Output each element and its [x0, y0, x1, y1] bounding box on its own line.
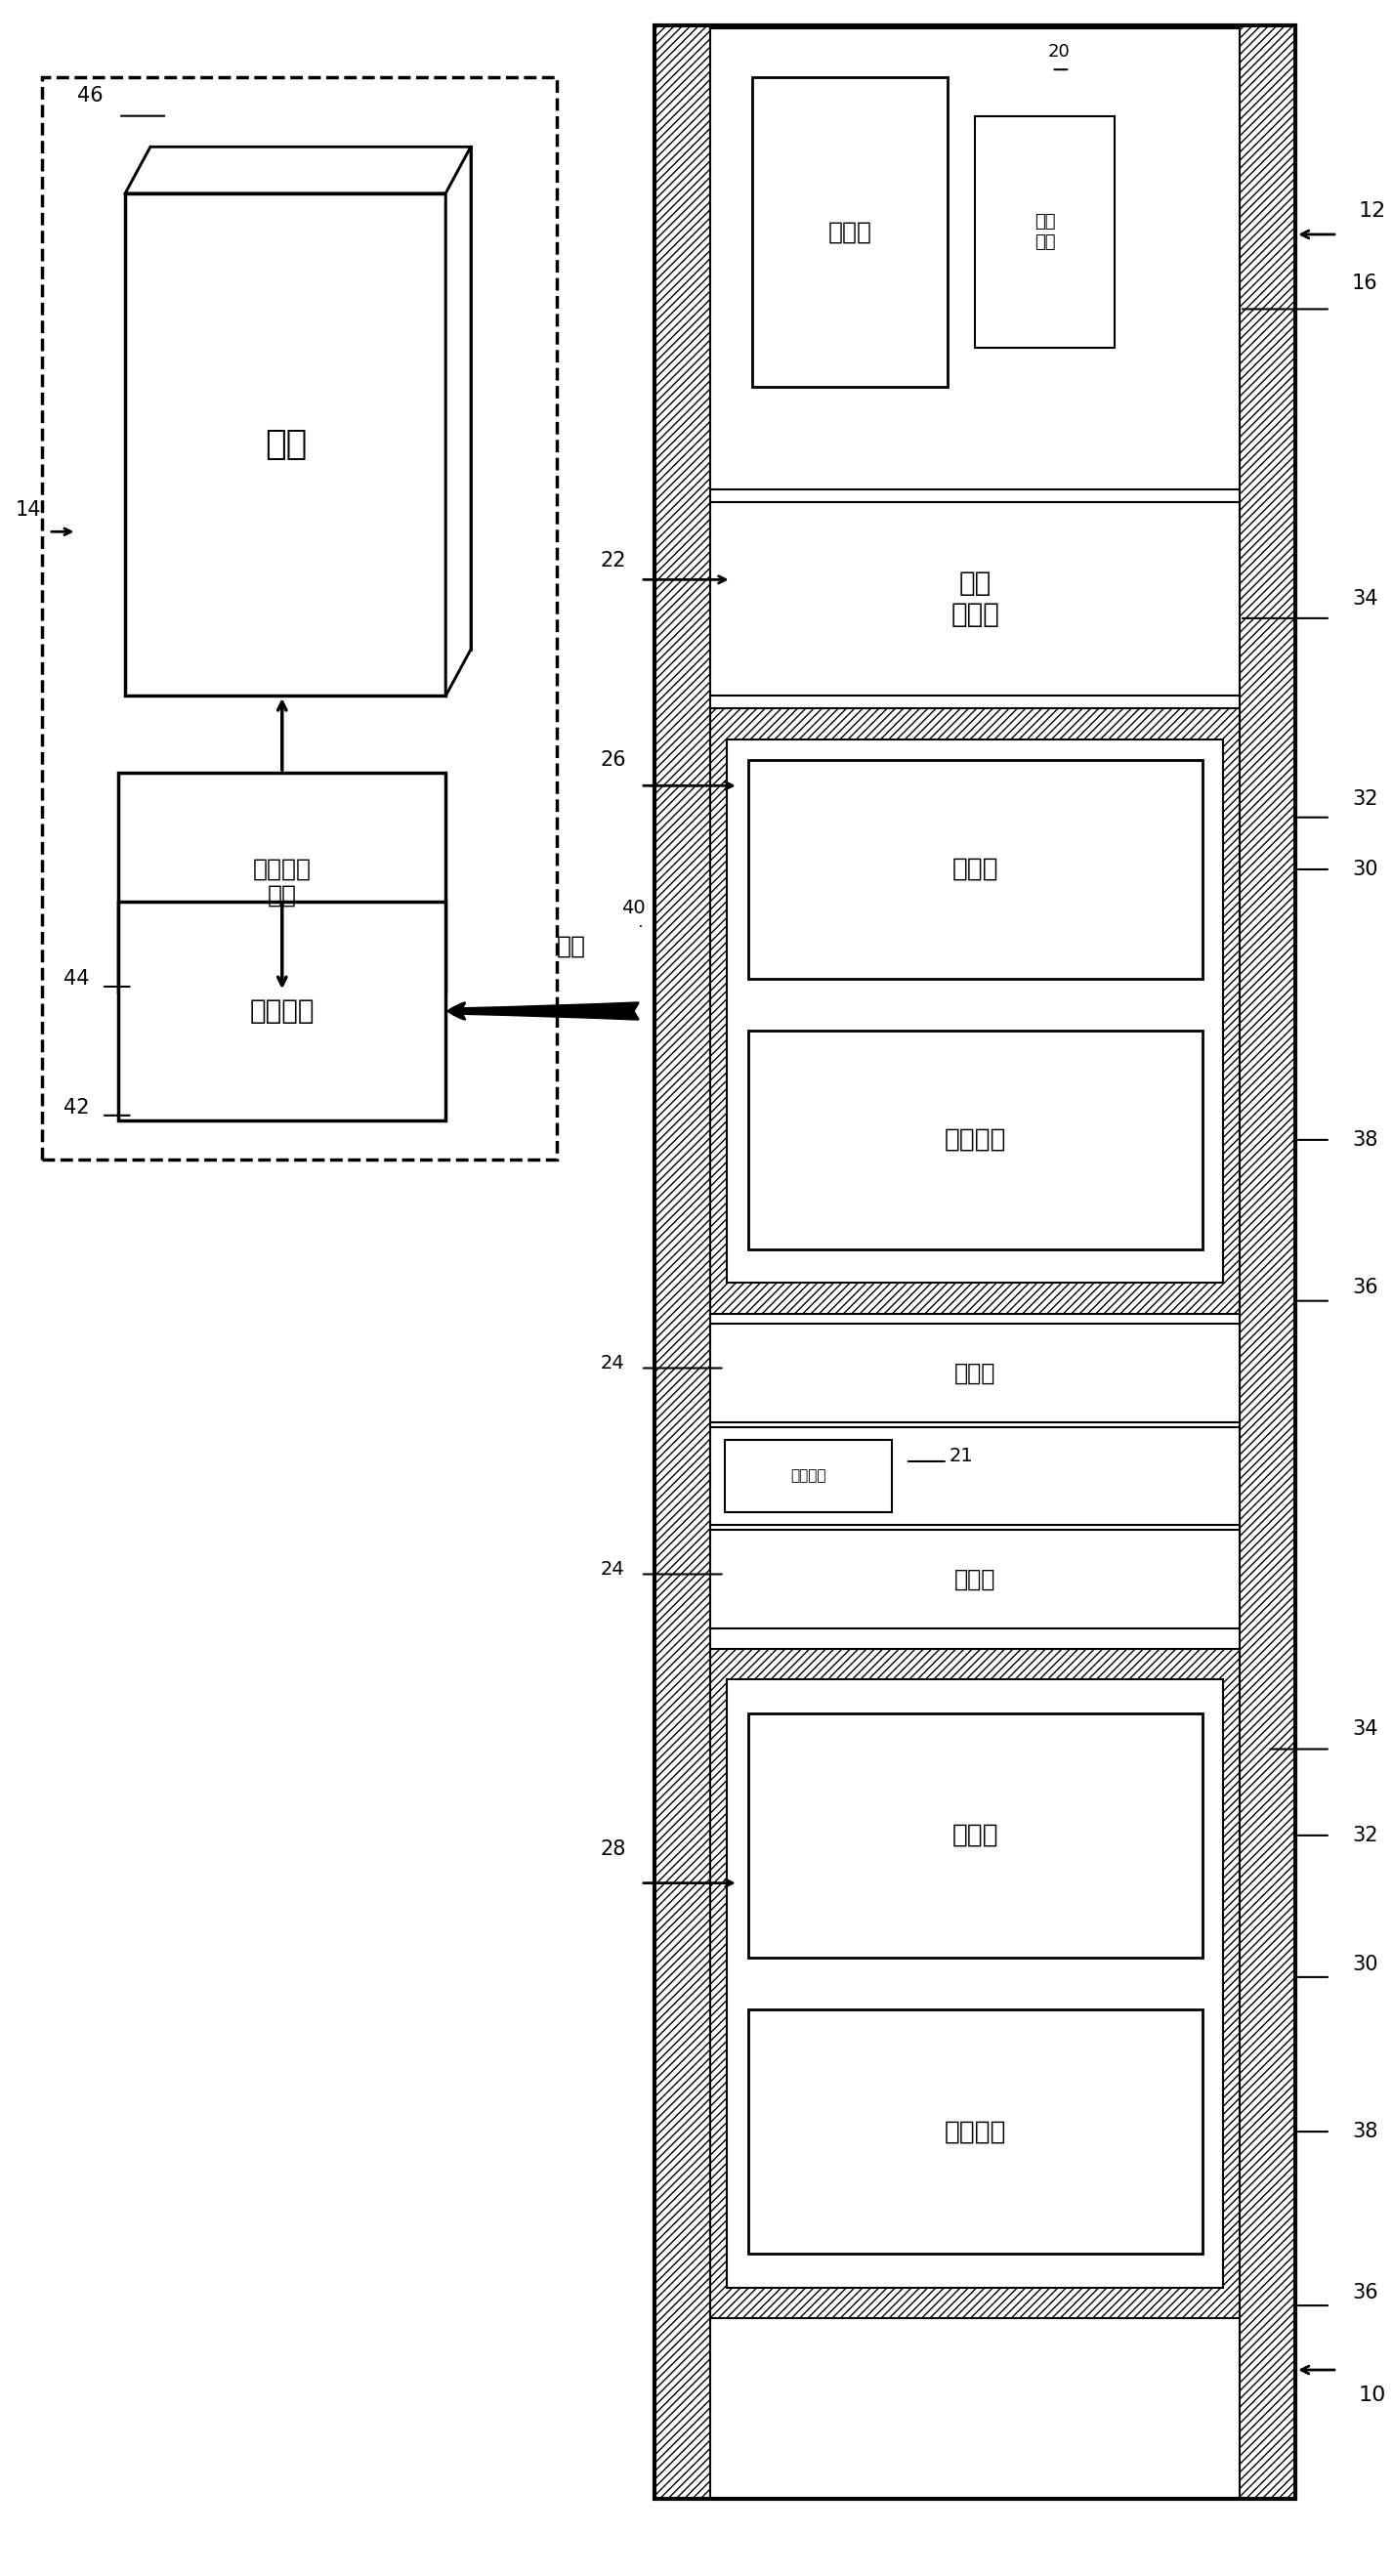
Text: 16: 16: [1353, 273, 1378, 294]
Text: 28: 28: [600, 1839, 625, 1860]
Text: 34: 34: [1353, 1718, 1378, 1739]
Text: 数据采集: 数据采集: [249, 997, 315, 1025]
Text: 12: 12: [1358, 201, 1386, 222]
Bar: [710, 26, 1240, 489]
Bar: [655, 26, 1295, 2499]
Bar: [710, 708, 1240, 1314]
Text: 38: 38: [1353, 1131, 1378, 1149]
Bar: [150, 147, 471, 649]
Bar: [748, 2009, 1202, 2254]
Text: 10: 10: [1358, 2385, 1386, 2406]
Text: 36: 36: [1353, 2282, 1378, 2303]
Text: 屏蔽件: 屏蔽件: [954, 1566, 996, 1592]
Bar: [710, 1530, 1240, 1628]
Text: 42: 42: [64, 1097, 89, 1118]
Bar: [748, 1030, 1202, 1249]
Text: 30: 30: [1353, 860, 1378, 878]
Bar: [752, 77, 947, 386]
Bar: [727, 1680, 1223, 2287]
Text: 44: 44: [64, 969, 89, 989]
Polygon shape: [446, 147, 471, 696]
Text: 24: 24: [600, 1561, 625, 1579]
Text: 32: 32: [1353, 788, 1378, 809]
Text: 数据处理
电路: 数据处理 电路: [252, 858, 312, 907]
Text: 报告: 报告: [265, 428, 306, 461]
Bar: [118, 773, 446, 992]
Bar: [724, 1440, 892, 1512]
Bar: [748, 760, 1202, 979]
Text: 20: 20: [1048, 44, 1070, 59]
Text: 32: 32: [1353, 1826, 1378, 1844]
Text: 24: 24: [600, 1355, 625, 1373]
Text: 38: 38: [1353, 2123, 1378, 2141]
Bar: [748, 1713, 1202, 1958]
Bar: [125, 193, 446, 696]
Text: 闪烁器: 闪烁器: [951, 858, 999, 881]
Bar: [1240, 26, 1295, 2499]
Text: 屏蔽件: 屏蔽件: [954, 1360, 996, 1386]
Text: 14: 14: [15, 500, 40, 520]
Text: 中子监测: 中子监测: [790, 1468, 826, 1484]
Text: 中子源: 中子源: [827, 219, 872, 245]
Text: 40: 40: [621, 899, 646, 917]
Text: 46: 46: [78, 85, 103, 106]
Bar: [727, 739, 1223, 1283]
Bar: [710, 502, 1240, 696]
Text: 30: 30: [1353, 1955, 1378, 1973]
Bar: [975, 116, 1114, 348]
Text: 光探测器: 光探测器: [944, 2120, 1006, 2143]
Text: 34: 34: [1353, 590, 1378, 608]
Polygon shape: [125, 147, 471, 193]
Bar: [655, 26, 710, 2499]
Bar: [710, 1324, 1240, 1422]
Bar: [42, 77, 557, 1159]
Text: 闪烁器: 闪烁器: [951, 1824, 999, 1847]
Text: 光探测器: 光探测器: [944, 1128, 1006, 1151]
Text: 36: 36: [1353, 1278, 1378, 1298]
Text: 中子
探测: 中子 探测: [1034, 214, 1056, 250]
Text: 中子
屏蔽件: 中子 屏蔽件: [951, 569, 999, 629]
Bar: [710, 1427, 1240, 1525]
Text: 22: 22: [600, 551, 625, 569]
Text: 数据: 数据: [556, 935, 586, 958]
Bar: [710, 1649, 1240, 2318]
Text: 21: 21: [949, 1448, 974, 1466]
Bar: [118, 902, 446, 1121]
Text: 26: 26: [600, 750, 625, 770]
